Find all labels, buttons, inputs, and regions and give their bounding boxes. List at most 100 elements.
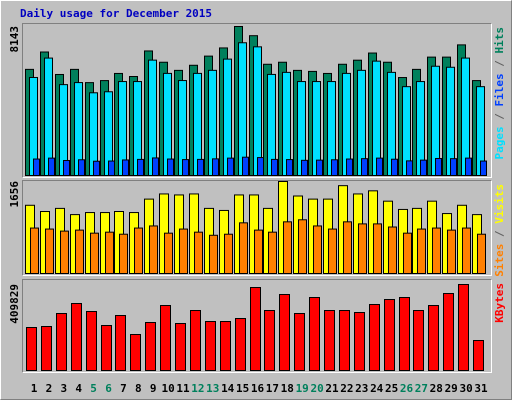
bar [182,159,189,177]
bar [420,159,427,177]
bar [465,157,472,177]
bar [209,234,218,274]
bar [212,158,219,177]
bar [101,325,112,371]
bar [90,232,99,275]
bar [194,231,203,275]
bar [324,310,335,371]
legend: Pages / Files / Hits [493,27,506,160]
x-tick-label: 24 [370,382,384,395]
bar [149,225,158,274]
x-tick-label: 21 [325,382,339,395]
bar [313,225,322,274]
bar [115,315,126,372]
x-tick-label: 4 [75,382,82,395]
x-tick-label: 31 [474,382,488,395]
bar [406,160,413,177]
bar [450,158,457,176]
bar [403,232,412,275]
bar [179,228,188,274]
bar [294,313,305,372]
bar [473,340,484,372]
bar [152,157,159,176]
x-tick-label: 14 [221,382,235,395]
x-tick-label: 9 [150,382,157,395]
x-tick-label: 19 [296,382,309,395]
bar [239,222,248,274]
bar [283,221,292,274]
x-tick-label: 26 [400,382,414,395]
panel-edge [22,180,492,276]
bar [250,287,261,372]
bar [242,156,249,176]
bar [205,321,216,372]
x-tick-label: 28 [430,382,443,395]
bar [122,159,129,176]
bar [257,157,264,177]
bar [190,310,201,371]
bar [130,334,141,371]
legend-entry: Visits [493,184,506,224]
chart-title: Daily usage for December 2015 [20,7,212,20]
bar [373,223,382,274]
bar [286,159,293,177]
x-tick-label: 13 [206,382,219,395]
bar [343,221,352,274]
bar [56,313,67,372]
bar [224,233,233,275]
x-tick-label: 15 [236,382,249,395]
y-tick-label: 8143 [8,26,21,53]
bar [253,46,262,177]
x-tick-label: 20 [310,382,323,395]
bar [164,232,173,275]
x-tick-label: 10 [161,382,174,395]
bar [428,305,439,372]
x-tick-label: 18 [281,382,294,395]
bar [298,219,307,274]
bar [361,158,368,176]
legend-separator: / [493,107,506,127]
bar [227,157,234,177]
x-tick-label: 12 [191,382,204,395]
bar [399,297,410,372]
x-tick-label: 25 [385,382,398,395]
bar [458,284,469,371]
bar [369,304,380,372]
x-tick-label: 3 [60,382,67,395]
bar [105,231,114,275]
bar [60,230,69,275]
x-tick-label: 27 [415,382,428,395]
bar [443,293,454,371]
bar [268,231,277,275]
legend-entry: KBytes [493,283,506,323]
bar [63,159,70,176]
legend-entry: Files [493,73,506,106]
bar [279,294,290,371]
bar [197,158,204,176]
x-tick-label: 22 [340,382,353,395]
bar [33,158,40,176]
bar [30,227,39,274]
bar [238,42,247,176]
legend-separator: / [493,224,506,244]
bar [435,157,442,176]
bar [26,327,37,371]
bar [93,160,100,176]
bar [328,228,337,274]
bar [384,299,395,371]
bar [346,158,353,176]
x-tick-label: 16 [251,382,265,395]
x-tick-label: 7 [120,382,127,395]
bar [71,303,82,371]
x-tick-label: 8 [135,382,142,395]
bar [339,310,350,371]
bar [137,158,144,176]
bar [48,157,55,177]
x-tick-label: 2 [46,382,53,395]
x-tick-label: 30 [459,382,472,395]
bar [45,228,54,274]
x-tick-label: 17 [266,382,279,395]
bar [86,311,97,371]
